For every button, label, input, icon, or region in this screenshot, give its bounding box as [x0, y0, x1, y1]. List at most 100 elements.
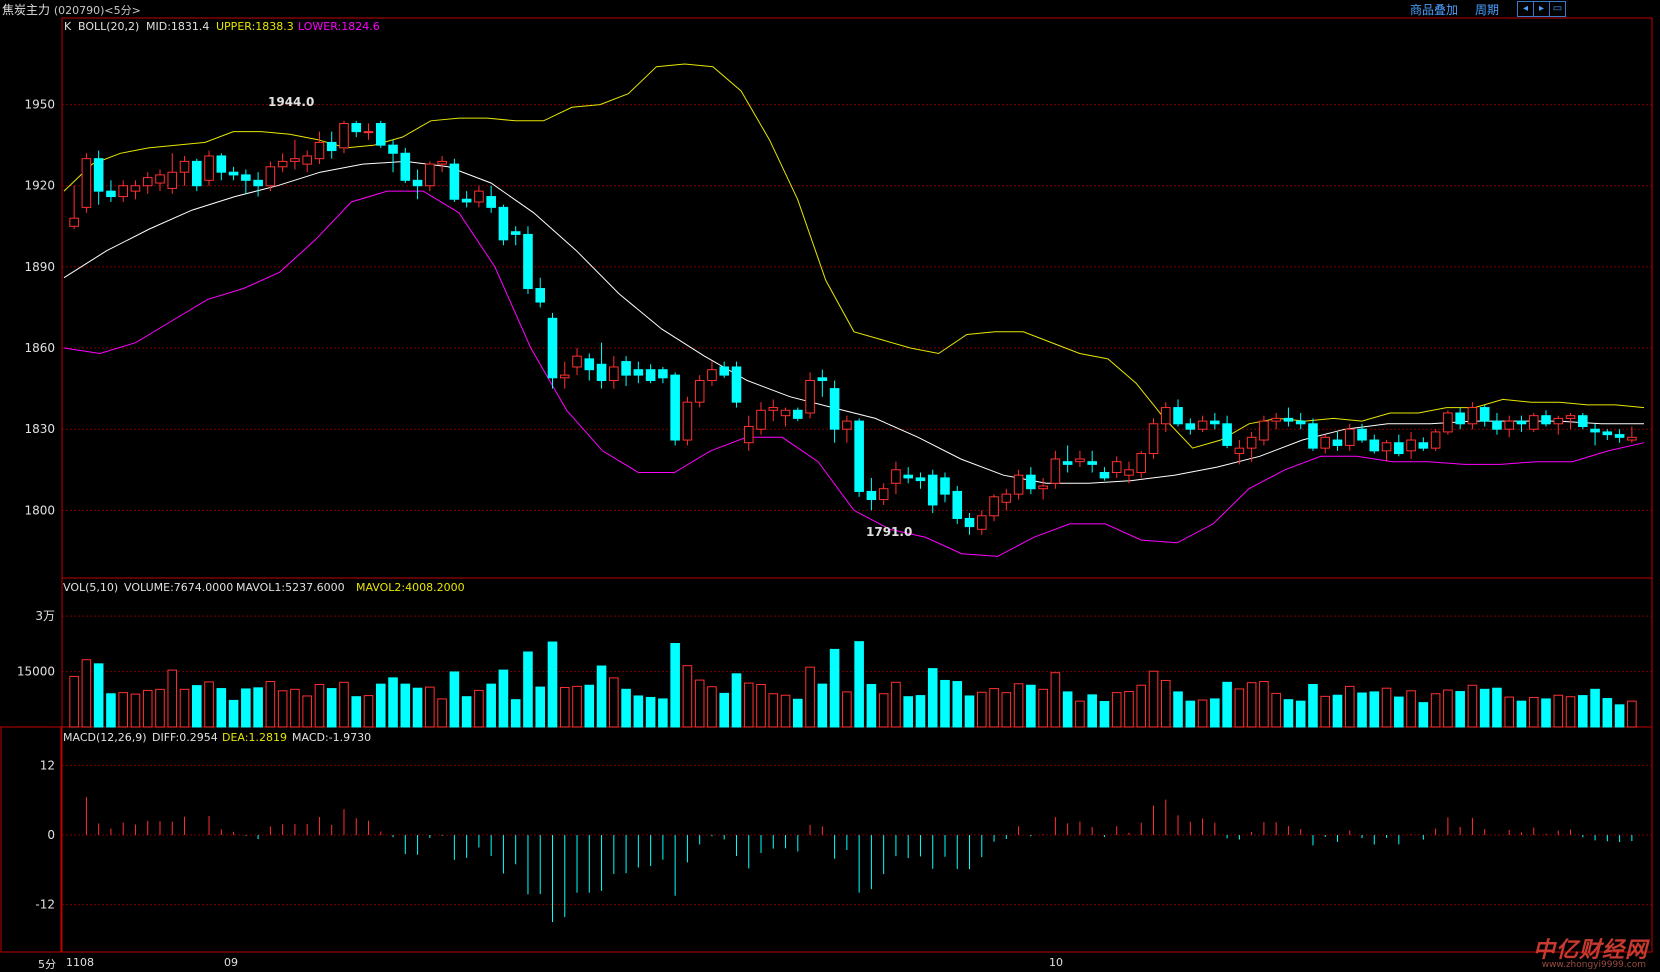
candle-body [1332, 439, 1343, 446]
candle-body [1394, 442, 1404, 455]
volume-bar [461, 696, 472, 728]
volume-bar [510, 699, 521, 728]
volume-bar [1590, 688, 1600, 728]
volume-bar [1369, 691, 1380, 728]
volume-bar [878, 693, 889, 728]
candle-body [523, 233, 533, 290]
volume-bar [1528, 696, 1539, 728]
volume-bar [142, 689, 153, 728]
candle-body [204, 155, 214, 181]
volume-bar [1553, 694, 1564, 728]
volume-bar [1246, 682, 1257, 728]
instrument-title: 焦炭主力 (020790)<5分> [2, 1, 141, 18]
candle-body [1565, 415, 1576, 419]
vol-legend-mavol2: MAVOL2:4008.2000 [356, 581, 465, 594]
candle-body [805, 380, 815, 414]
volume-bar [1099, 701, 1110, 728]
macd-legend-dea: DEA:1.2819 [222, 731, 287, 744]
volume-bar [535, 686, 546, 728]
volume-bar [1418, 702, 1429, 728]
volume-bar [793, 698, 803, 728]
volume-bar [964, 695, 975, 728]
volume-bar [265, 681, 276, 728]
boll-legend-name: BOLL(20,2) [78, 20, 139, 33]
candle-body [878, 488, 889, 501]
volume-bar [633, 695, 644, 728]
volume-bar [1295, 700, 1306, 728]
volume-bar [1394, 696, 1404, 728]
candle-body [1344, 428, 1355, 446]
volume-bar [1467, 684, 1478, 728]
volume-bar [1136, 684, 1147, 728]
candle-body [1528, 415, 1539, 430]
restore-icon[interactable]: ▭ [1549, 1, 1566, 17]
candle-body [228, 171, 239, 176]
candle-body [1222, 423, 1232, 446]
candle-body [437, 160, 447, 165]
candle-body [1099, 471, 1110, 479]
candle-body [314, 141, 325, 160]
volume-bar [1381, 687, 1392, 728]
volume-bar [425, 686, 435, 728]
volume-bar [290, 688, 300, 728]
vol-legend-volume: VOLUME:7674.0000 [124, 581, 233, 594]
instrument-code: (020790)<5分> [53, 4, 141, 17]
candle-body [1075, 458, 1085, 463]
candle-body [768, 407, 779, 411]
volume-bar [1516, 700, 1527, 728]
volume-bar [670, 643, 680, 728]
watermark: 中亿财经网 [1532, 938, 1648, 963]
candle-body [1430, 431, 1441, 449]
volume-bar [658, 698, 668, 728]
volume-bar [1541, 698, 1551, 728]
candle-body [449, 163, 460, 200]
volume-bar [1578, 695, 1588, 728]
volume-bar [707, 686, 717, 728]
candle-body [277, 160, 288, 168]
volume-bar [1026, 684, 1036, 728]
volume-bar [829, 648, 840, 728]
candle-body [719, 366, 730, 376]
volume-bar [1271, 692, 1281, 728]
candle-body [69, 217, 79, 227]
volume-bar [363, 695, 374, 728]
boll-mid-line [63, 160, 1644, 484]
candle-body [658, 369, 668, 379]
candle-body [191, 160, 202, 187]
candle-body [253, 179, 263, 187]
candle-body [106, 190, 116, 198]
volume-bar [1160, 679, 1171, 728]
candle-body [645, 369, 656, 382]
k-legend: K [64, 20, 72, 33]
volume-bar [93, 663, 104, 728]
volume-bar [498, 669, 509, 728]
price-tick-label: 1830 [24, 422, 55, 436]
candle-body [1050, 458, 1061, 484]
volume-bar [277, 690, 288, 728]
period-button[interactable]: 周期 [1475, 3, 1500, 17]
volume-bar [1332, 694, 1343, 728]
candle-body [1185, 423, 1196, 430]
volume-bar [412, 687, 423, 728]
volume-bar [339, 681, 349, 728]
volume-bar [106, 693, 116, 728]
volume-bar [1124, 691, 1134, 728]
date-label-2: 09 [224, 956, 238, 969]
candle-body [1516, 420, 1527, 425]
candle-body [1283, 417, 1294, 422]
candle-body [425, 163, 435, 187]
volume-bar [167, 669, 178, 728]
volume-bar [118, 692, 128, 728]
volume-bar [940, 679, 950, 728]
commodity-overlay-button[interactable]: 商品叠加 [1410, 3, 1459, 17]
price-tick-label: 1920 [24, 179, 55, 193]
candle-body [940, 477, 950, 495]
candle-body [952, 490, 963, 519]
candle-body [903, 474, 913, 479]
volume-bar [1148, 670, 1159, 728]
volume-bar [596, 665, 607, 728]
macd-tick-label: 12 [40, 758, 55, 772]
candle-body [130, 185, 141, 192]
top-bar: 焦炭主力 (020790)<5分> 商品叠加 周期 ◂ ▸ ▭ [0, 0, 1660, 18]
